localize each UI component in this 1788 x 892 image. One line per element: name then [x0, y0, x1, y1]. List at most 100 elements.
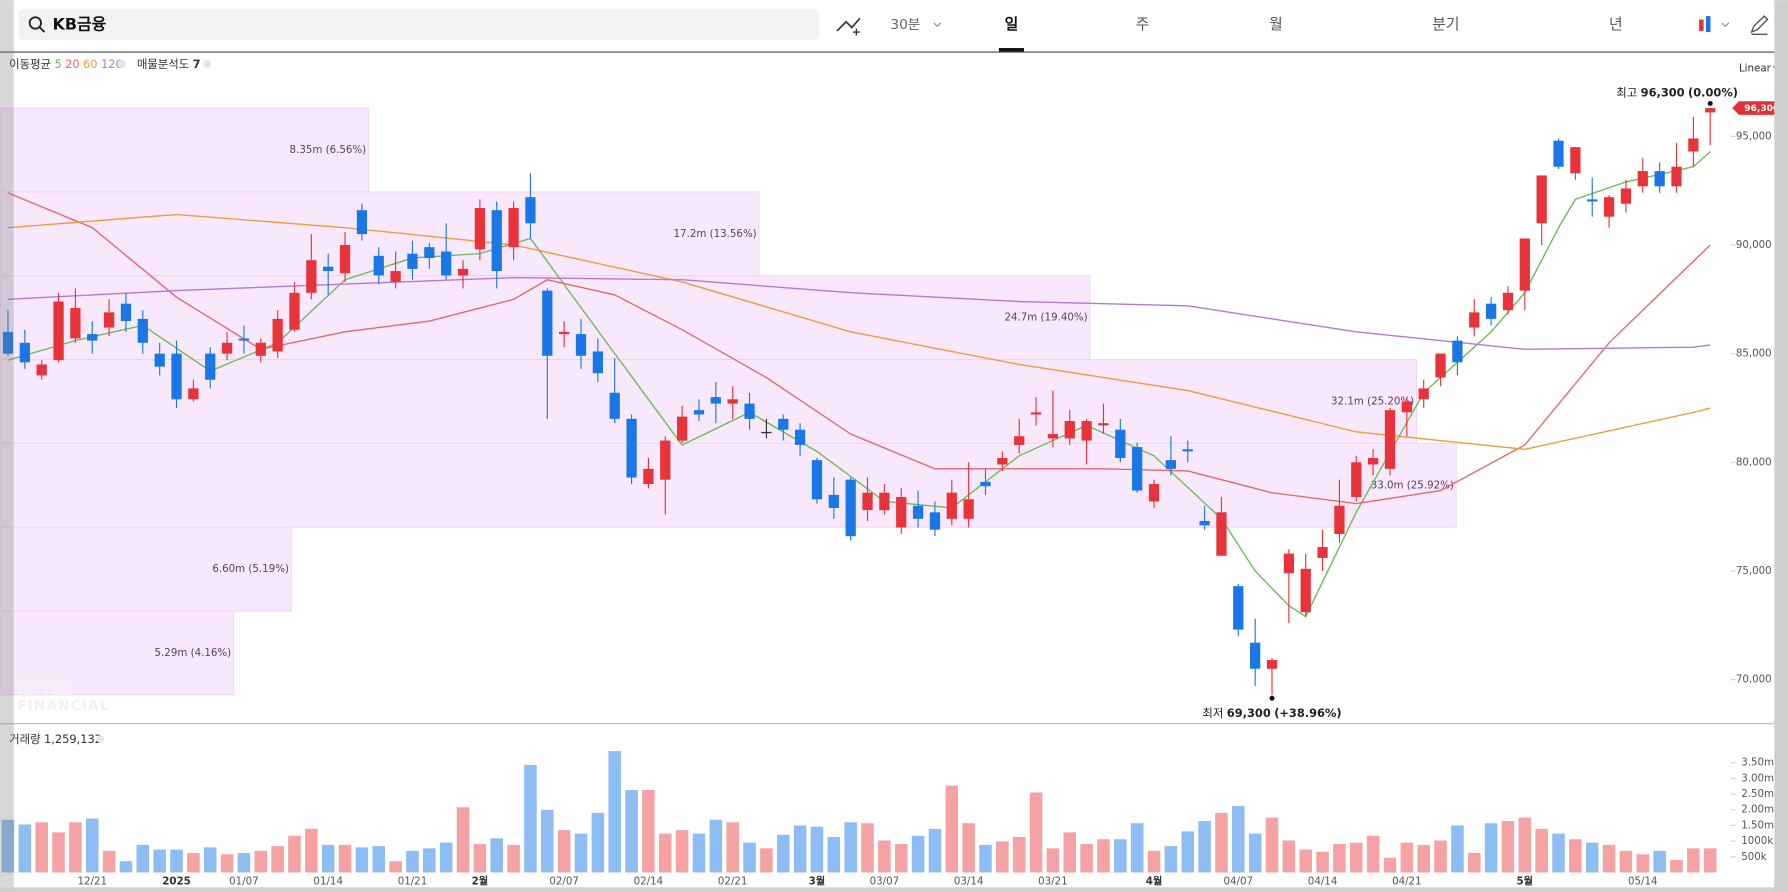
y-tick-label: 80,000 [1736, 456, 1772, 468]
scale-mode[interactable]: Linear [1739, 63, 1772, 75]
volume-bar [1080, 843, 1093, 873]
candle-body [997, 457, 1008, 465]
search-text[interactable]: KB금융 [52, 15, 106, 34]
chart-type-icon[interactable] [1699, 19, 1704, 31]
volume-bar [709, 819, 723, 873]
volume-bar [1518, 817, 1532, 873]
period-tab[interactable]: 주 [1136, 16, 1150, 33]
search-box[interactable] [18, 9, 819, 41]
volume-bar [1602, 844, 1616, 873]
profile-bar [0, 107, 369, 193]
candle-body [188, 388, 199, 400]
candle-body [609, 392, 620, 419]
volume-bar [288, 835, 301, 873]
candle-body [1250, 642, 1261, 669]
candle-body [525, 197, 536, 224]
y-tick-label: 95,000 [1736, 130, 1772, 142]
volume-bar [170, 849, 183, 873]
candle-body [1519, 238, 1530, 291]
candle-body [508, 208, 519, 248]
candle-body [896, 497, 907, 528]
volume-bar [1097, 839, 1110, 873]
candle-body [289, 292, 300, 330]
volume-bar [35, 822, 48, 873]
candle-body [306, 260, 317, 293]
candle-body [1233, 586, 1244, 630]
volume-bar [608, 751, 621, 873]
profile-bar [0, 359, 1417, 444]
volume-bar [659, 833, 672, 873]
profile-label: 24.7m (19.40%) [1004, 312, 1087, 324]
candle-body [929, 512, 941, 530]
period-tab[interactable]: 일 [1005, 16, 1019, 33]
volume-bar [844, 822, 857, 873]
x-tick-label: 2월 [472, 875, 489, 888]
candle-body [980, 481, 991, 487]
active-tab-underline [998, 48, 1024, 52]
interval-select[interactable]: 30분 [890, 17, 920, 33]
volume-bar [642, 790, 655, 873]
draw-icon[interactable] [1750, 15, 1769, 36]
candle-body [120, 303, 132, 322]
volume-bar [1383, 857, 1397, 873]
candle-body [221, 342, 233, 354]
volume-profile-layer: 8.35m (6.56%) 17.2m (13.56%) 24.7m (19.40%… [0, 107, 1457, 696]
candle-body [811, 460, 823, 500]
volume-bar [1535, 828, 1548, 873]
volume-bar [85, 818, 99, 873]
close-icon[interactable] [96, 735, 105, 744]
candle-body [1654, 171, 1665, 187]
chevron [1721, 22, 1730, 28]
volume-bar [1467, 853, 1481, 873]
profile-bar [0, 442, 1457, 528]
volume-bar [473, 843, 487, 873]
period-tab[interactable]: 년 [1609, 16, 1623, 33]
candle-body [1014, 436, 1025, 445]
volume-bar [203, 847, 217, 873]
x-tick-label: 03/14 [954, 876, 984, 888]
profile-label: 33.0m (25.92%) [1371, 479, 1454, 491]
y-tick-label: 1.50m [1741, 819, 1774, 831]
last-price-label: 96,300 [1744, 104, 1779, 114]
volume-bar [1552, 833, 1565, 873]
candle-body [154, 353, 165, 367]
period-tab[interactable]: 월 [1269, 16, 1283, 33]
volume-bar [389, 861, 402, 873]
candle-body [542, 290, 553, 356]
candle-body [19, 342, 30, 363]
close-icon[interactable] [203, 60, 212, 68]
y-tick-label: 2.50m [1741, 788, 1774, 800]
period-tab[interactable]: 분기 [1432, 16, 1459, 33]
volume-bar [18, 824, 32, 873]
annotation-value: 96,300 [1641, 85, 1685, 99]
volume-bar [1670, 859, 1683, 873]
overlay: 12/21 2025 01/07 01/14 01/21 2월 02/07 02/14 02/2… [77, 85, 1786, 888]
extreme-annotation: 최고 96,300 (0.00%) [1616, 85, 1738, 99]
candle-body [1132, 447, 1143, 491]
volume-bar [1400, 842, 1414, 873]
frame-left [0, 0, 14, 892]
volume-bar [827, 837, 841, 873]
volume-bar [776, 834, 790, 873]
indicator-icon[interactable] [836, 17, 861, 32]
volume-bar [894, 843, 908, 873]
volume-bar [1198, 821, 1211, 873]
candle-body [963, 499, 974, 519]
y-tick-label: 85,000 [1736, 348, 1772, 360]
volume-bar [254, 850, 268, 873]
volume-bar [1434, 840, 1447, 873]
candle-body [390, 271, 401, 282]
volume-title: 거래량 1,259,132 [9, 732, 102, 746]
candle-body [323, 266, 334, 272]
volume-bar [456, 807, 470, 873]
volume-bar [1248, 833, 1262, 873]
extreme-dot [1269, 695, 1275, 701]
close-icon[interactable] [118, 60, 127, 68]
y-tick-label: 3.00m [1741, 772, 1774, 784]
x-tick-label: 04/14 [1308, 876, 1338, 888]
volume-bar [1029, 792, 1043, 873]
x-tick-label: 01/14 [313, 876, 343, 888]
volume-bar [1619, 850, 1633, 873]
volume-bar [355, 847, 369, 873]
